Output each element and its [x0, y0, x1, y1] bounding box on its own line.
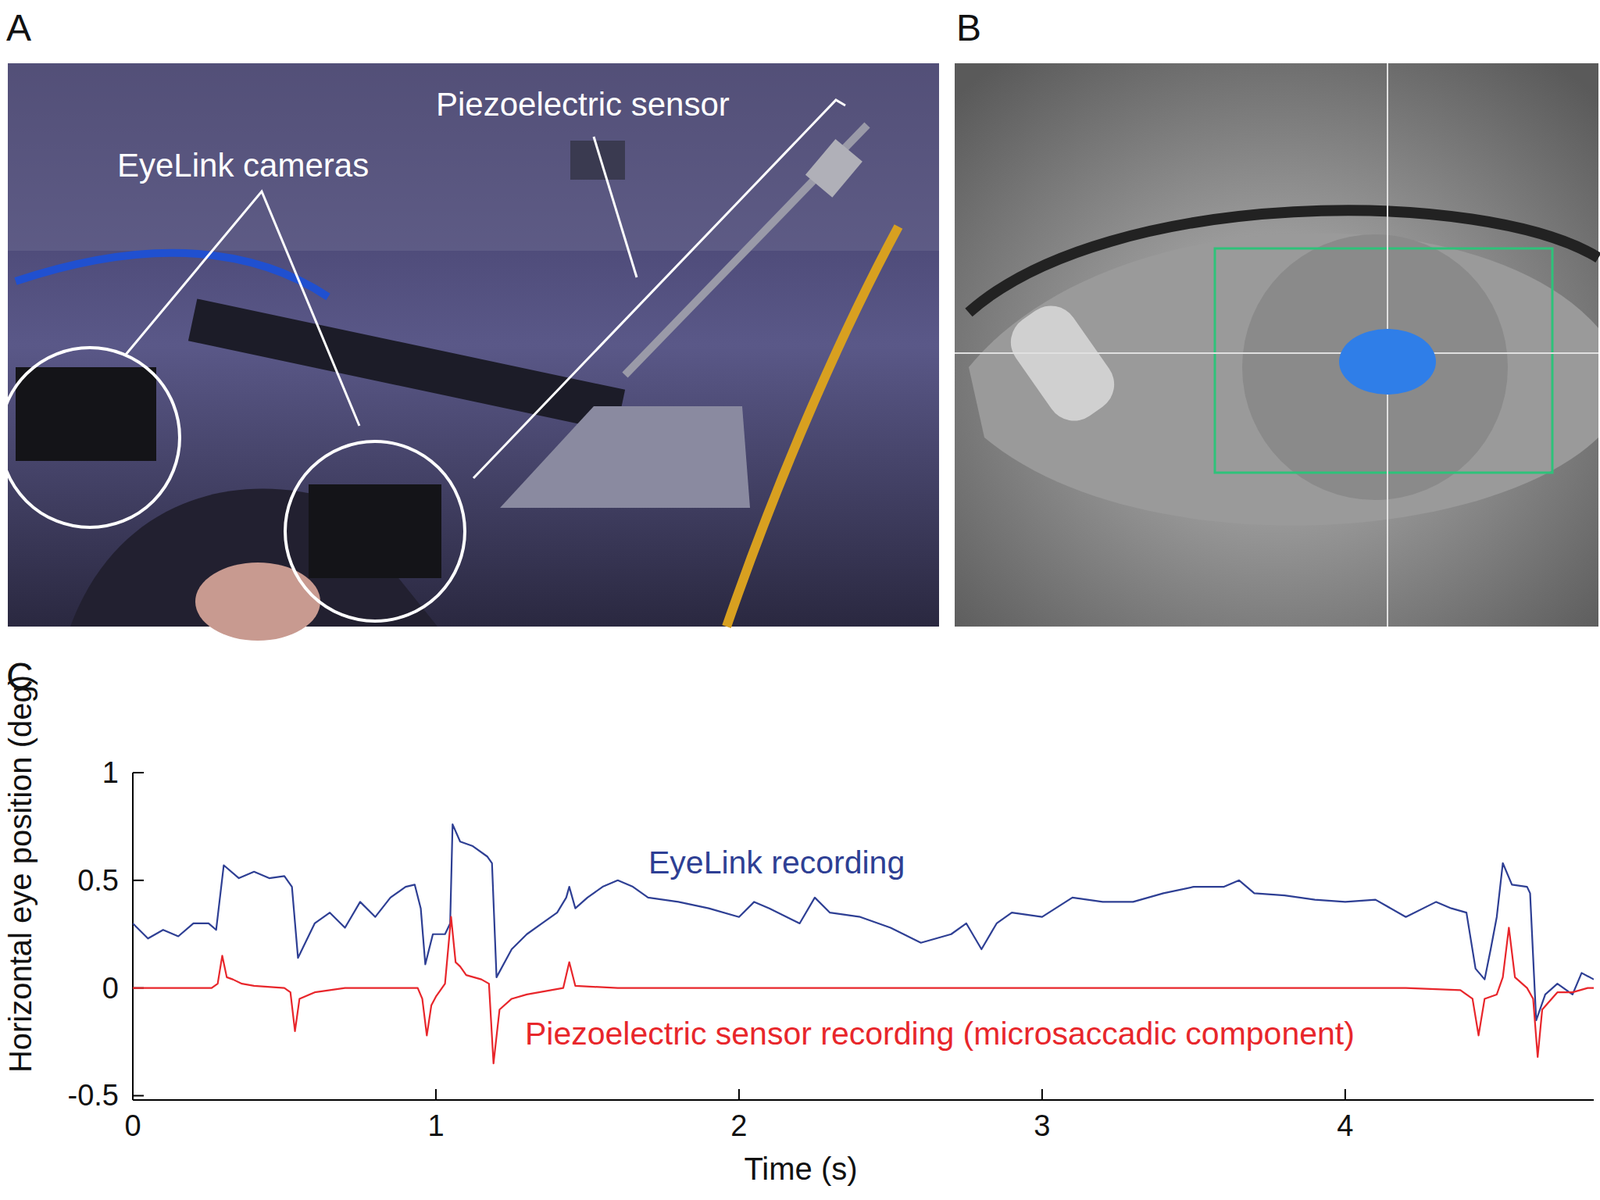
figure: AEyeLink camerasPiezoelectric sensorBC-0…	[0, 0, 1600, 1200]
panel-label: A	[6, 7, 32, 49]
y-tick-label: -0.5	[67, 1078, 119, 1112]
series-line	[132, 917, 1594, 1064]
y-axis-label: Horizontal eye position (deg)	[3, 675, 38, 1073]
x-tick	[132, 1089, 134, 1100]
x-tick-label: 4	[1336, 1109, 1354, 1143]
annotation-circle	[285, 441, 465, 622]
x-tick	[435, 1089, 437, 1100]
x-tick	[738, 1089, 740, 1100]
nose	[195, 562, 321, 641]
y-tick-label: 1	[102, 756, 119, 790]
y-axis	[132, 772, 134, 1100]
mount-bar	[188, 298, 625, 432]
photo-a	[0, 63, 940, 641]
annotation-circle	[0, 347, 180, 528]
annotation-line	[593, 136, 637, 278]
y-tick-label: 0	[102, 971, 119, 1005]
y-tick	[132, 771, 144, 774]
pupil	[1339, 328, 1436, 395]
series-line	[132, 824, 1594, 1021]
series-label: EyeLink recording	[648, 844, 905, 881]
photo-background	[954, 63, 1599, 627]
sensor-rod	[625, 125, 868, 375]
annotation-bracket	[473, 100, 846, 479]
cable	[726, 226, 899, 627]
x-tick-label: 0	[124, 1109, 141, 1143]
y-tick-label: 0.5	[77, 864, 119, 897]
y-tick	[132, 879, 144, 882]
photo-b	[954, 63, 1599, 627]
x-tick-label: 3	[1033, 1109, 1050, 1143]
camera	[15, 367, 157, 461]
series-label: Piezoelectric sensor recording (microsac…	[525, 1015, 1355, 1052]
tracking-box	[1214, 248, 1553, 473]
x-tick	[1041, 1089, 1043, 1100]
sensor-mount	[500, 406, 750, 508]
x-axis-label: Time (s)	[743, 1151, 858, 1186]
y-tick	[132, 1094, 144, 1097]
annotation: Piezoelectric sensor	[435, 85, 730, 123]
camera	[308, 484, 442, 579]
axes: -0.500.5101234	[67, 756, 1594, 1143]
crosshair	[954, 352, 1599, 354]
iris	[1242, 234, 1508, 500]
x-tick-label: 1	[427, 1109, 444, 1143]
x-tick	[1344, 1089, 1347, 1100]
x-tick-label: 2	[730, 1109, 747, 1143]
cable	[15, 253, 329, 297]
annotation: EyeLink cameras	[117, 146, 369, 184]
plot-data	[132, 824, 1594, 1064]
eye	[968, 232, 1599, 525]
photo-background	[7, 63, 940, 627]
wall	[7, 63, 940, 251]
sensor-head	[805, 139, 863, 198]
sensor-tip	[1000, 295, 1125, 432]
panel-label: B	[956, 7, 982, 49]
annotation-line	[125, 191, 360, 426]
eyelid	[968, 210, 1599, 313]
x-axis	[132, 1099, 1594, 1101]
